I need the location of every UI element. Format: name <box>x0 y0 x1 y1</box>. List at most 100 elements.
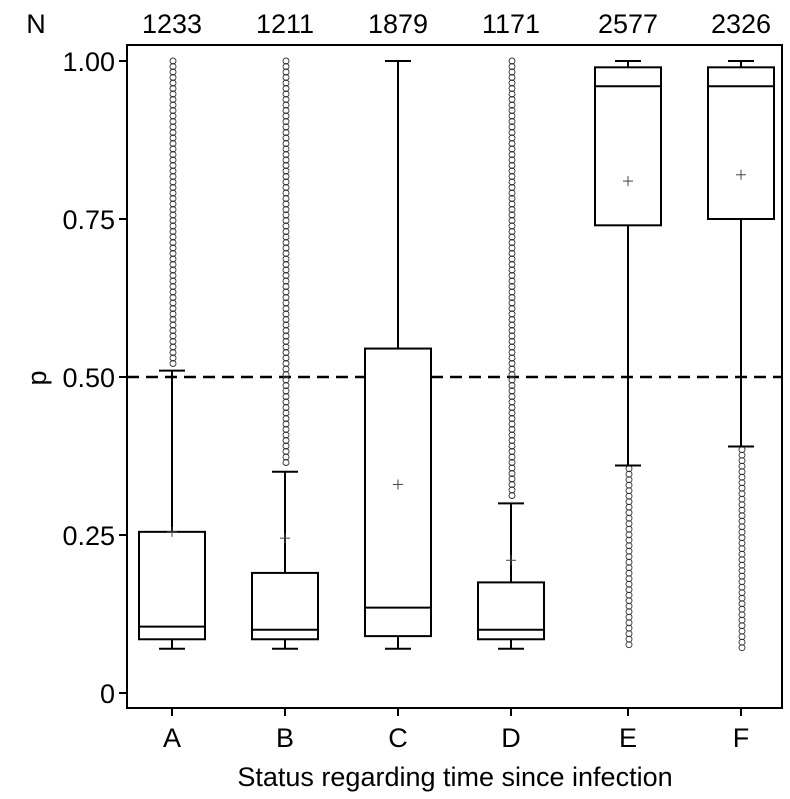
outlier-point <box>508 162 516 169</box>
outlier-point <box>282 123 290 131</box>
outlier-point <box>169 134 177 142</box>
outlier-point <box>625 619 633 627</box>
outlier-point <box>508 96 516 103</box>
outlier-point <box>625 602 633 610</box>
outlier-point <box>282 140 290 147</box>
outlier-point <box>282 294 290 301</box>
outlier-point <box>282 79 290 87</box>
outlier-point <box>738 578 746 586</box>
outlier-point <box>508 79 516 87</box>
outlier-point <box>282 393 290 400</box>
outlier-point <box>508 343 516 351</box>
y-tick-label: 1.00 <box>62 47 115 77</box>
outlier-point <box>169 239 177 246</box>
outlier-point <box>508 123 516 131</box>
outlier-point <box>508 453 516 461</box>
outlier-point <box>625 547 633 555</box>
outlier-point <box>169 305 177 312</box>
outlier-point <box>508 107 516 114</box>
outlier-point <box>508 272 516 279</box>
outlier-point <box>738 616 746 624</box>
outlier-point <box>169 277 177 285</box>
outlier-point <box>282 63 290 70</box>
outlier-point <box>169 233 177 241</box>
y-tick-label: 0.75 <box>62 205 115 235</box>
outlier-point <box>282 255 290 263</box>
outlier-point <box>625 481 633 489</box>
box-group-f <box>707 60 775 652</box>
outlier-point <box>738 523 746 531</box>
outlier-point <box>508 310 516 318</box>
outlier-point <box>508 195 516 202</box>
outlier-point <box>282 244 290 252</box>
outlier-point <box>282 316 290 323</box>
outlier-point <box>625 503 633 511</box>
outlier-point <box>169 145 177 153</box>
outlier-point <box>738 484 746 492</box>
outlier-point <box>625 553 633 561</box>
outlier-point <box>625 558 633 566</box>
x-axis-title: Status regarding time since infection <box>237 762 672 792</box>
outlier-point <box>169 228 177 235</box>
outlier-point <box>282 96 290 103</box>
outlier-point <box>625 575 633 583</box>
outlier-point <box>508 200 516 208</box>
outlier-point <box>169 79 177 87</box>
outlier-point <box>169 244 177 252</box>
outlier-point <box>625 586 633 594</box>
outlier-point <box>169 327 177 334</box>
outlier-point <box>508 316 516 323</box>
outlier-point <box>508 371 516 378</box>
outlier-point <box>169 360 177 367</box>
outlier-point <box>508 387 516 395</box>
outlier-point <box>169 151 177 158</box>
box-group-b <box>251 57 319 650</box>
outlier-point <box>169 299 177 307</box>
outlier-point <box>508 101 516 109</box>
outlier-point <box>625 520 633 528</box>
outlier-point <box>169 255 177 263</box>
outlier-point <box>508 299 516 307</box>
outlier-point <box>508 277 516 285</box>
outlier-point <box>508 129 516 136</box>
outlier-point <box>282 354 290 362</box>
outlier-point <box>169 294 177 301</box>
outlier-point <box>738 451 746 459</box>
outlier-point <box>738 512 746 520</box>
iqr-box <box>594 66 662 227</box>
outlier-point <box>738 479 746 487</box>
outlier-point <box>508 431 516 439</box>
outlier-point <box>282 206 290 213</box>
outlier-point <box>625 536 633 544</box>
outlier-point <box>625 525 633 533</box>
outlier-point <box>169 272 177 279</box>
outlier-point <box>508 151 516 158</box>
outlier-point <box>169 332 177 340</box>
outlier-point <box>508 178 516 186</box>
n-count-f: 2326 <box>711 9 771 39</box>
outlier-point <box>282 217 290 224</box>
outlier-point <box>738 589 746 597</box>
outlier-point <box>169 173 177 180</box>
outlier-point <box>282 266 290 274</box>
outlier-point <box>282 178 290 186</box>
outlier-point <box>169 74 177 81</box>
outlier-point <box>169 250 177 257</box>
outlier-point <box>738 534 746 542</box>
outlier-point <box>169 178 177 186</box>
outlier-point <box>282 365 290 373</box>
outlier-point <box>169 316 177 323</box>
outlier-point <box>282 448 290 455</box>
outlier-point <box>282 239 290 246</box>
outlier-point <box>282 250 290 257</box>
outlier-point <box>738 506 746 514</box>
outlier-point <box>282 151 290 158</box>
outlier-point <box>625 492 633 500</box>
outlier-point <box>282 129 290 136</box>
outlier-point <box>508 57 516 65</box>
outlier-point <box>508 404 516 411</box>
n-count-d: 1171 <box>482 9 540 39</box>
outlier-point <box>625 476 633 484</box>
outlier-point <box>169 321 177 329</box>
outlier-point <box>738 567 746 575</box>
